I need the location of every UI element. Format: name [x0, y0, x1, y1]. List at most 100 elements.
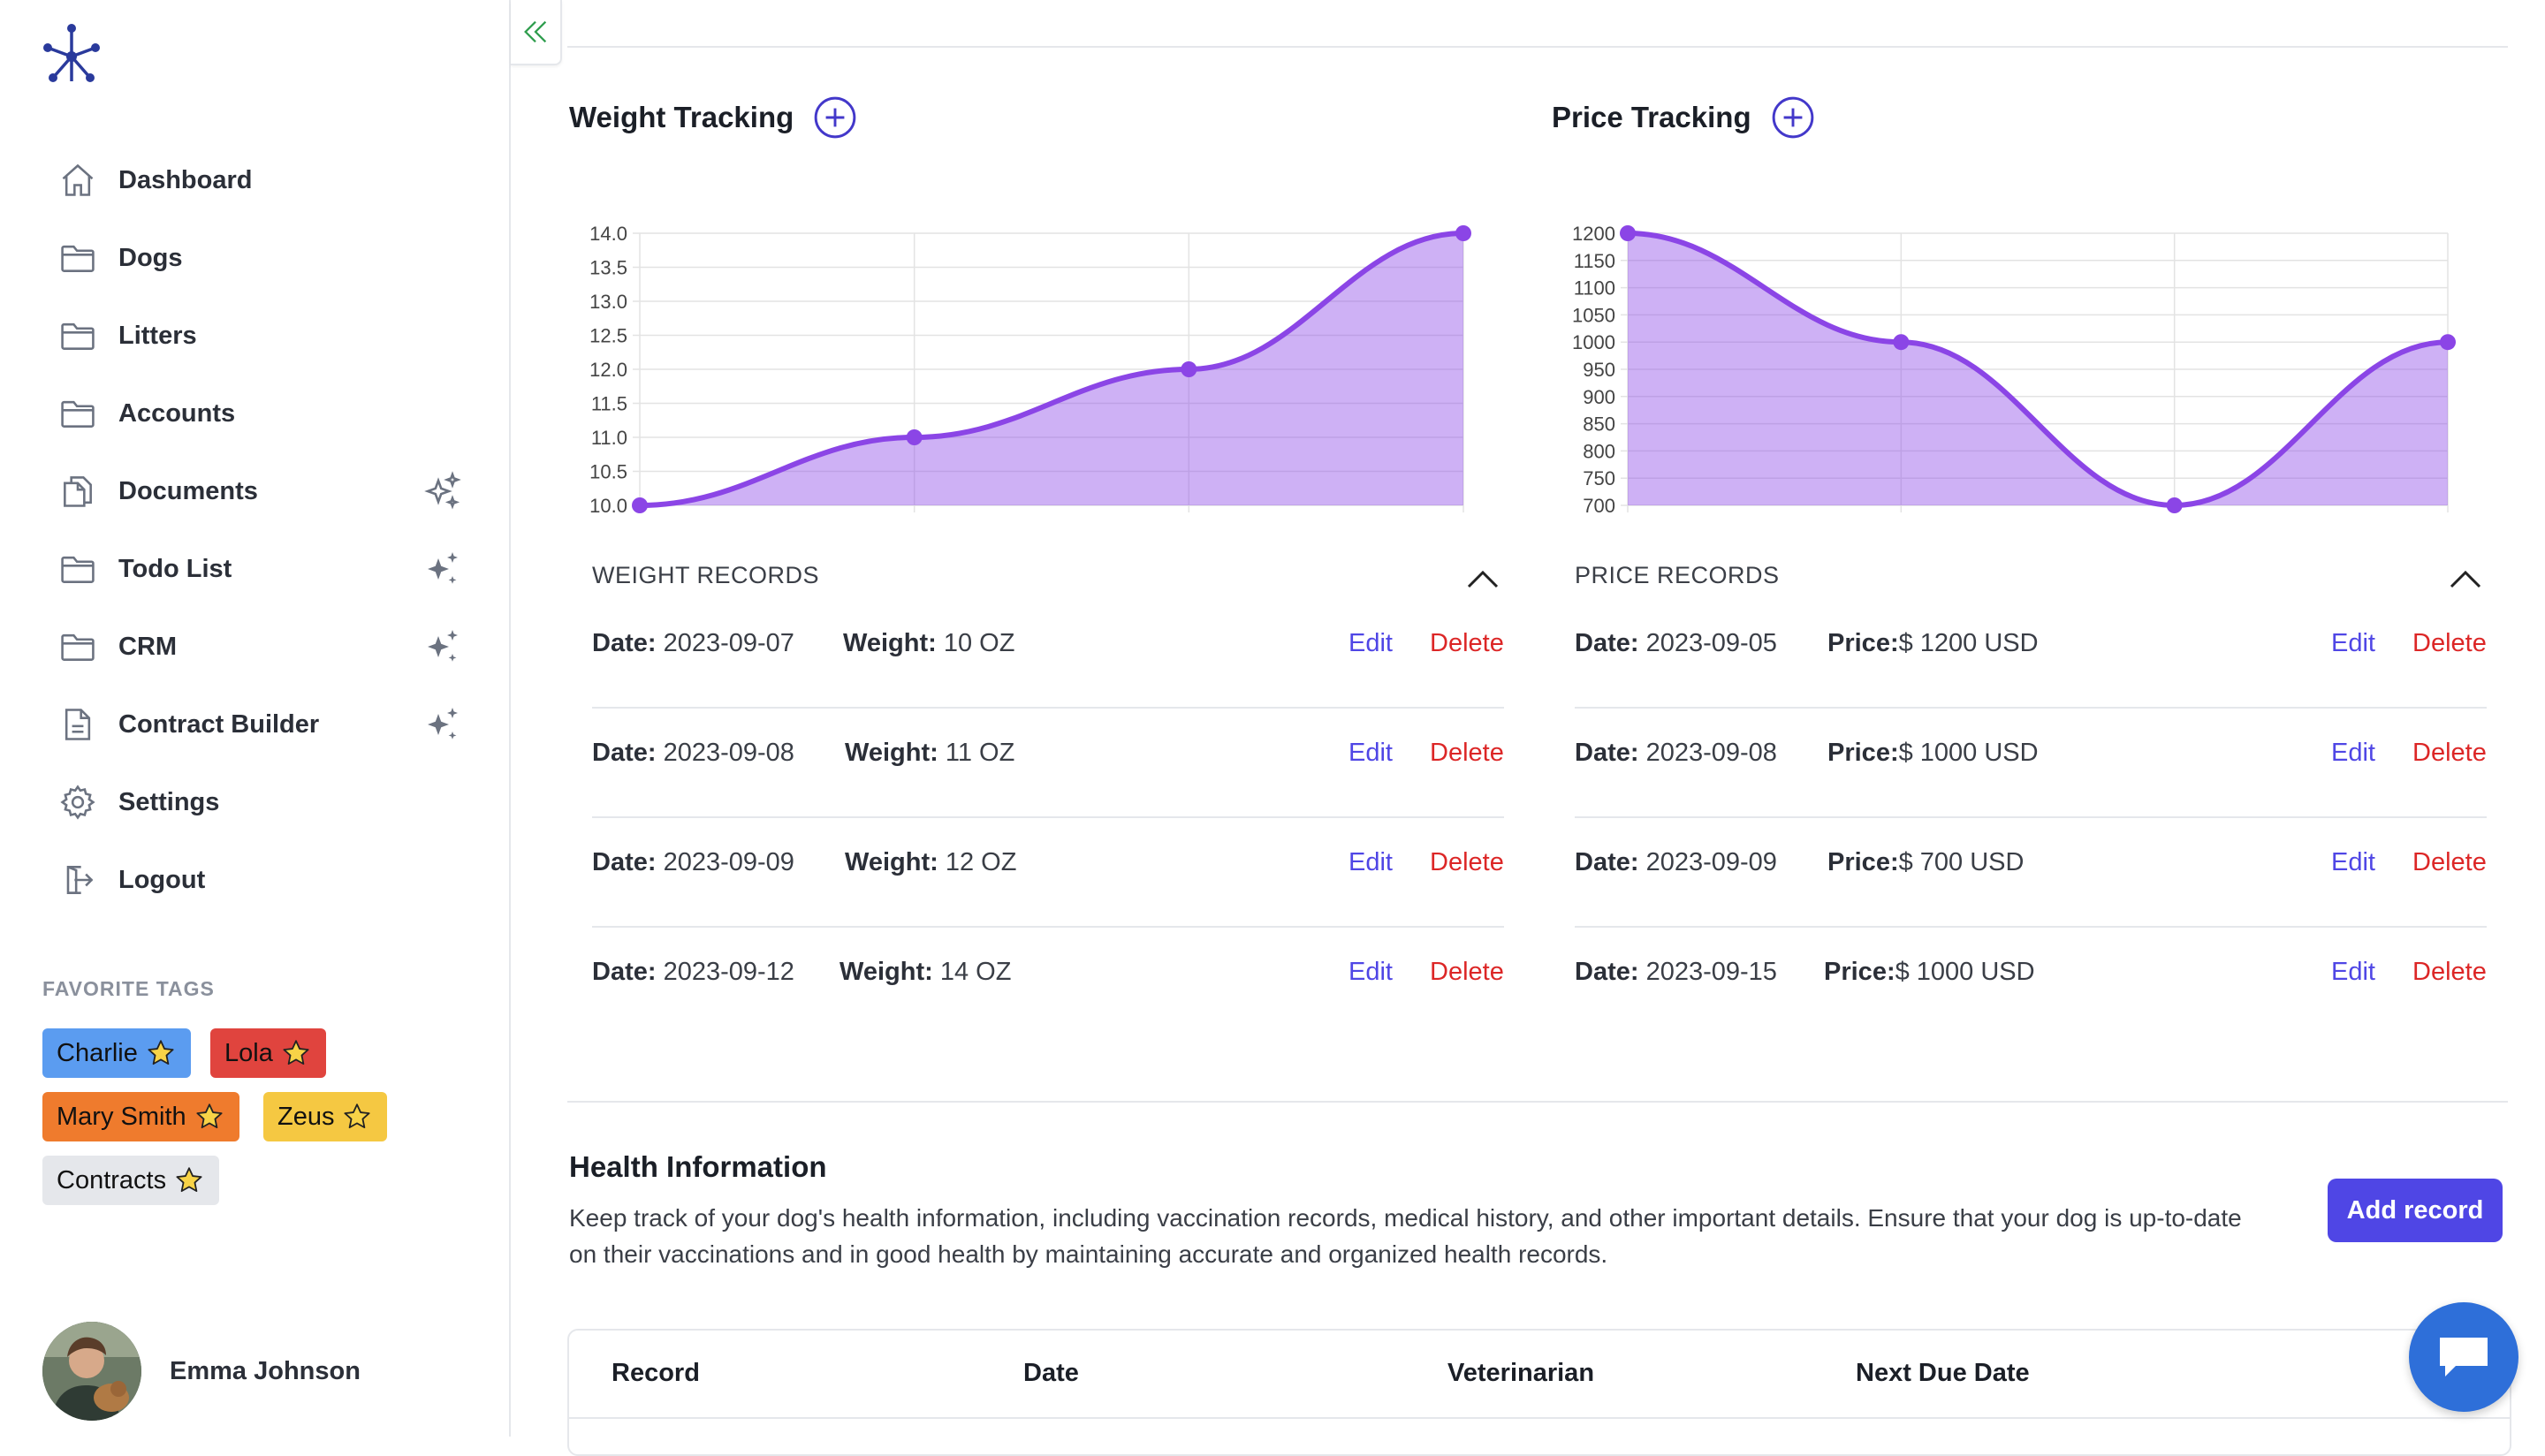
file-icon	[57, 703, 99, 746]
weight-record-row: Date: 2023-09-08 Weight: 11 OZ Edit Dele…	[592, 709, 1504, 818]
weight-records-title: WEIGHT RECORDS	[592, 562, 820, 588]
y-tick-label: 850	[1583, 413, 1615, 436]
sparkles-icon	[424, 471, 461, 510]
tag-charlie[interactable]: Charlie	[42, 1028, 191, 1078]
y-tick-label: 1000	[1572, 331, 1615, 353]
edit-link[interactable]: Edit	[2331, 629, 2375, 657]
add-record-button[interactable]: Add record	[2328, 1179, 2503, 1242]
sidebar-item-logout[interactable]: Logout	[39, 841, 463, 919]
star-icon[interactable]	[145, 1037, 177, 1069]
section-divider	[567, 1101, 2508, 1103]
record-date: Date: 2023-09-09	[1575, 848, 1777, 876]
record-date: Date: 2023-09-15	[1575, 958, 1777, 986]
chevrons-left-icon	[524, 20, 547, 43]
avatar[interactable]	[42, 1322, 141, 1421]
price-tracking-title: Price Tracking	[1552, 101, 1751, 133]
y-tick-label: 750	[1583, 467, 1615, 489]
health-information-title: Health Information	[569, 1150, 827, 1183]
user-profile[interactable]: Emma Johnson	[42, 1322, 361, 1421]
delete-link[interactable]: Delete	[1430, 958, 1504, 986]
sidebar-item-documents[interactable]: Documents	[39, 452, 463, 530]
delete-link[interactable]: Delete	[1430, 848, 1504, 876]
weight-record-row: Date: 2023-09-07 Weight: 10 OZ Edit Dele…	[592, 599, 1504, 709]
sidebar: Dashboard Dogs Litters Accounts Document…	[0, 0, 511, 1437]
star-icon[interactable]	[280, 1037, 312, 1069]
delete-link[interactable]: Delete	[2412, 739, 2487, 767]
edit-link[interactable]: Edit	[1348, 958, 1393, 986]
sidebar-item-label: Contract Builder	[118, 709, 320, 739]
sparkles-icon	[428, 630, 458, 662]
record-price: Price:$ 700 USD	[1827, 848, 2025, 876]
weight-records-list: Date: 2023-09-07 Weight: 10 OZ Edit Dele…	[592, 599, 1504, 1035]
data-point	[2166, 497, 2183, 513]
data-point	[1181, 361, 1197, 377]
tag-lola[interactable]: Lola	[210, 1028, 326, 1078]
sidebar-item-dogs[interactable]: Dogs	[39, 219, 463, 297]
folder-icon	[57, 626, 99, 668]
y-tick-label: 900	[1583, 386, 1615, 408]
tag-label: Contracts	[57, 1165, 167, 1194]
sidebar-item-contract-builder[interactable]: Contract Builder	[39, 686, 463, 763]
sidebar-item-label: Logout	[118, 865, 206, 894]
delete-link[interactable]: Delete	[1430, 739, 1504, 767]
record-price: Price:$ 1000 USD	[1827, 739, 2039, 767]
delete-link[interactable]: Delete	[1430, 629, 1504, 657]
edit-link[interactable]: Edit	[1348, 739, 1393, 767]
sidebar-item-litters[interactable]: Litters	[39, 297, 463, 375]
logout-icon	[57, 859, 99, 901]
edit-link[interactable]: Edit	[2331, 958, 2375, 986]
tag-contracts[interactable]: Contracts	[42, 1156, 220, 1205]
sidebar-item-dashboard[interactable]: Dashboard	[39, 141, 463, 219]
weight-record-row: Date: 2023-09-09 Weight: 12 OZ Edit Dele…	[592, 818, 1504, 928]
logo-icon[interactable]	[39, 23, 104, 88]
y-tick-label: 1200	[1572, 223, 1615, 245]
delete-link[interactable]: Delete	[2412, 958, 2487, 986]
column-header-record[interactable]: Record	[612, 1359, 700, 1387]
series-area	[1628, 233, 2448, 505]
record-date: Date: 2023-09-08	[592, 739, 794, 767]
y-tick-label: 14.0	[589, 223, 627, 245]
sidebar-item-todo-list[interactable]: Todo List	[39, 530, 463, 608]
chat-icon	[2440, 1338, 2488, 1376]
edit-link[interactable]: Edit	[1348, 629, 1393, 657]
price-record-row: Date: 2023-09-05 Price:$ 1200 USD Edit D…	[1575, 599, 2487, 709]
tag-label: Charlie	[57, 1038, 138, 1067]
collapse-sidebar-button[interactable]	[511, 0, 562, 65]
y-tick-label: 11.5	[591, 393, 627, 415]
edit-link[interactable]: Edit	[1348, 848, 1393, 876]
edit-link[interactable]: Edit	[2331, 739, 2375, 767]
edit-link[interactable]: Edit	[2331, 848, 2375, 876]
record-date: Date: 2023-09-08	[1575, 739, 1777, 767]
star-icon[interactable]	[341, 1101, 373, 1133]
add-weight-icon[interactable]	[813, 95, 857, 140]
star-icon[interactable]	[173, 1164, 205, 1196]
column-header-veterinarian[interactable]: Veterinarian	[1447, 1359, 1595, 1387]
health-information-description: Keep track of your dog's health informat…	[569, 1204, 2242, 1268]
column-header-next-due-date[interactable]: Next Due Date	[1856, 1359, 2030, 1387]
tag-zeus[interactable]: Zeus	[263, 1092, 388, 1141]
delete-link[interactable]: Delete	[2412, 848, 2487, 876]
data-point	[2440, 334, 2456, 351]
sidebar-item-crm[interactable]: CRM	[39, 608, 463, 686]
column-header-date[interactable]: Date	[1023, 1359, 1079, 1387]
y-tick-label: 12.5	[589, 325, 627, 347]
y-tick-label: 800	[1583, 440, 1615, 462]
star-icon[interactable]	[194, 1101, 225, 1133]
y-tick-label: 12.0	[589, 359, 627, 381]
series-area	[640, 233, 1463, 505]
chevron-up-icon[interactable]	[1465, 567, 1500, 590]
add-price-icon[interactable]	[1771, 95, 1815, 140]
y-tick-label: 1150	[1574, 250, 1615, 272]
sidebar-item-settings[interactable]: Settings	[39, 763, 463, 841]
sidebar-item-label: Dashboard	[118, 165, 253, 194]
data-point	[632, 497, 648, 513]
delete-link[interactable]: Delete	[2412, 629, 2487, 657]
sidebar-item-accounts[interactable]: Accounts	[39, 375, 463, 452]
record-date: Date: 2023-09-07	[592, 629, 794, 657]
tag-label: Zeus	[277, 1102, 335, 1131]
record-weight: Weight: 10 OZ	[843, 629, 1015, 657]
series-line	[639, 231, 1464, 508]
chat-button[interactable]	[2409, 1302, 2518, 1412]
tag-mary-smith[interactable]: Mary Smith	[42, 1092, 239, 1141]
chevron-up-icon[interactable]	[2448, 567, 2483, 590]
